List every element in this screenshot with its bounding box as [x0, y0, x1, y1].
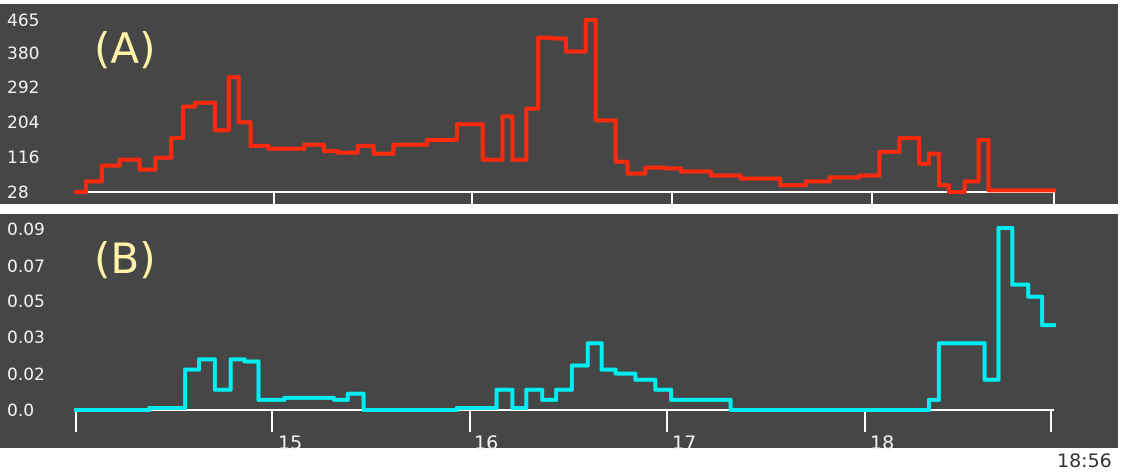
y-tick-label: 0.0 [7, 401, 34, 421]
y-tick-label: 0.02 [7, 365, 45, 385]
y-tick-label: 0.03 [7, 328, 45, 348]
panel-b: 0.09 0.07 0.05 0.03 0.02 0.0 15 16 17 18 (B) [0, 214, 1118, 454]
y-tick-label: 28 [7, 183, 29, 203]
panel-a: 465 380 292 204 116 28 (A) [0, 4, 1118, 204]
y-tick-label: 0.09 [7, 220, 45, 240]
x-tick-label: 16 [474, 432, 498, 454]
y-tick-label: 0.07 [7, 257, 45, 277]
panel-a-label: (A) [94, 24, 156, 73]
y-tick-label: 380 [7, 44, 39, 64]
panel-b-background [0, 214, 1118, 448]
y-tick-label: 204 [7, 113, 39, 133]
x-tick-label: 17 [672, 432, 696, 454]
series-line [74, 18, 1056, 194]
panel-b-label: (B) [94, 234, 156, 283]
y-tick-label: 292 [7, 78, 39, 98]
x-end-label: 18:56 [1057, 450, 1112, 472]
y-tick-label: 465 [7, 11, 39, 31]
y-tick-label: 116 [7, 148, 39, 168]
y-tick-label: 0.05 [7, 292, 45, 312]
panel-a-background [0, 4, 1118, 204]
x-tick-label: 18 [870, 432, 894, 454]
x-tick-label: 15 [278, 432, 302, 454]
series-line [74, 226, 1056, 412]
